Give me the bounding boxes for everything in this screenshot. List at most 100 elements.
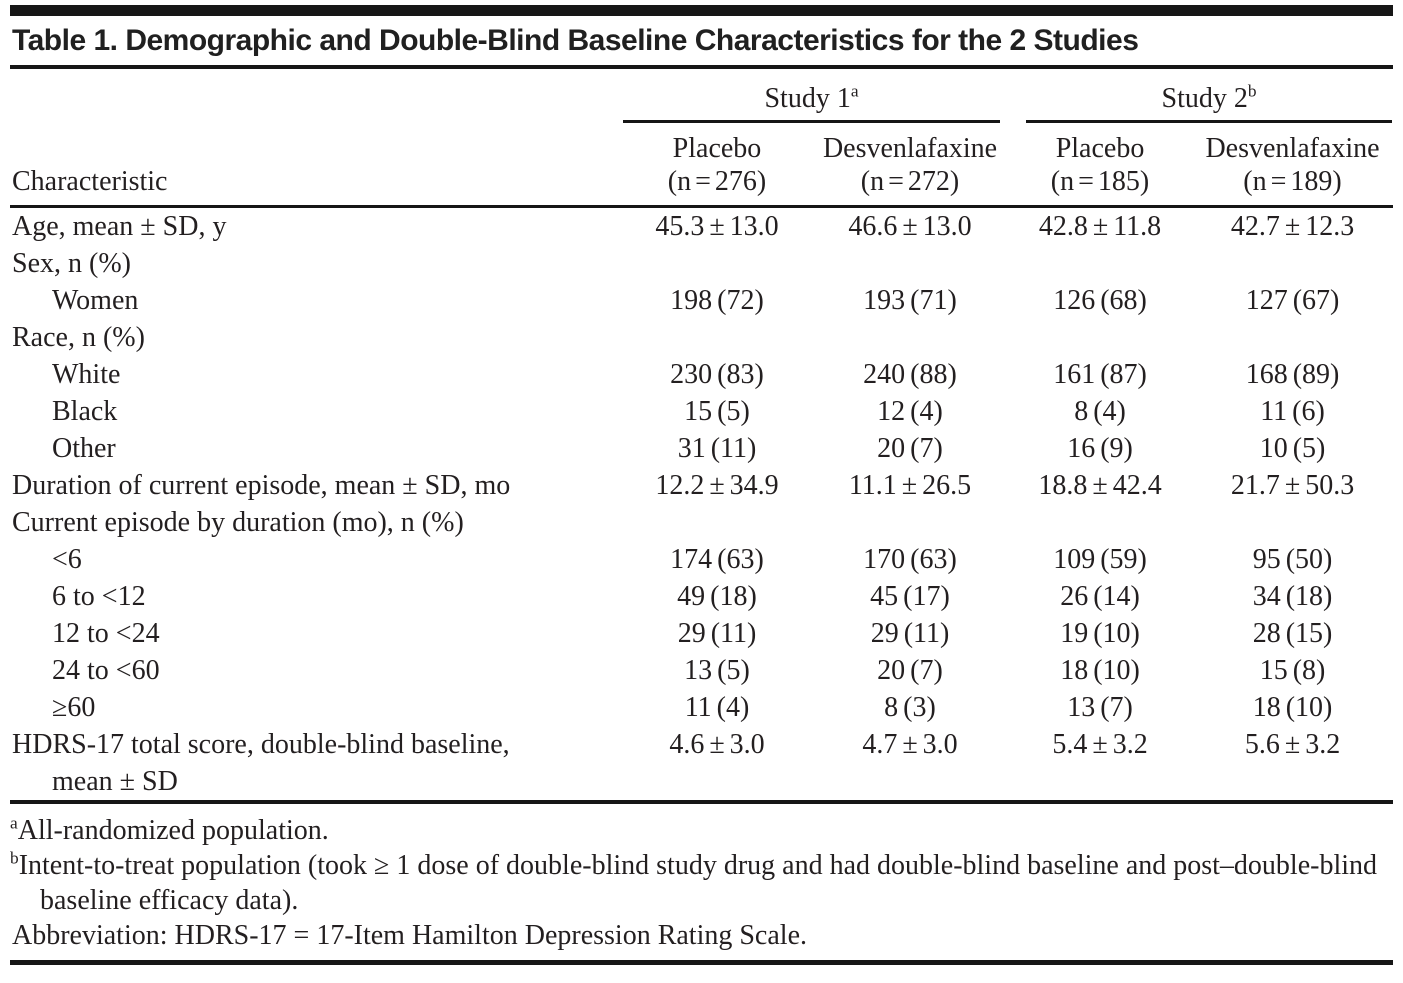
table-row: <6 174 (63) 170 (63) 109 (59) 95 (50) bbox=[10, 541, 1393, 578]
cell-value: 230 (83) bbox=[670, 359, 764, 390]
cell-value: 18.8 ± 42.4 bbox=[1038, 470, 1162, 501]
cell-value: 28 (15) bbox=[1252, 618, 1333, 649]
column-drug-name: Placebo bbox=[1055, 133, 1145, 164]
table-row: Black 15 (5) 12 (4) 8 (4) 11 (6) bbox=[10, 393, 1393, 430]
row-label-cell: Current episode by duration (mo), n (%) bbox=[10, 504, 622, 541]
column-sample-size: (n = 276) bbox=[667, 166, 767, 197]
cell-value bbox=[812, 319, 1008, 356]
row-label: 12 to <24 bbox=[52, 618, 160, 649]
cell-value: 240 (88) bbox=[863, 359, 957, 390]
cell-value: 42.8 ± 11.8 bbox=[1038, 211, 1162, 242]
row-label: Women bbox=[52, 285, 139, 316]
row-label-cell: Age, mean ± SD, y bbox=[10, 207, 622, 246]
cell-value: 127 (67) bbox=[1245, 285, 1340, 316]
cell-value bbox=[1008, 504, 1192, 541]
cell-value: 168 (89) bbox=[1245, 359, 1340, 390]
cell-value: 5.6 ± 3.2 bbox=[1244, 729, 1341, 760]
row-label: ≥60 bbox=[52, 692, 96, 723]
cell-value: 18 (10) bbox=[1252, 692, 1333, 723]
study-2-label: Study 2 bbox=[1161, 83, 1248, 114]
table-title: Table 1. Demographic and Double-Blind Ba… bbox=[12, 24, 1139, 57]
top-rule bbox=[10, 5, 1393, 16]
study-1-footnote-marker: a bbox=[850, 81, 859, 101]
row-label-cell: 12 to <24 bbox=[10, 615, 622, 652]
group-header-spacer bbox=[10, 73, 622, 124]
footnote-a-marker: a bbox=[10, 813, 18, 833]
cell-value: 45 (17) bbox=[870, 581, 950, 612]
table-row: HDRS-17 total score, double-blind baseli… bbox=[10, 726, 1393, 802]
study-2-footnote-marker: b bbox=[1247, 81, 1257, 101]
row-label: Age, mean ± SD, y bbox=[12, 211, 227, 242]
row-label-cell: HDRS-17 total score, double-blind baseli… bbox=[10, 726, 622, 802]
table-body: Age, mean ± SD, y 45.3 ± 13.0 46.6 ± 13.… bbox=[10, 207, 1393, 803]
cell-value: 12.2 ± 34.9 bbox=[655, 470, 779, 501]
title-rule bbox=[10, 65, 1393, 69]
cell-value: 18 (10) bbox=[1060, 655, 1140, 686]
row-label: Race, n (%) bbox=[12, 322, 145, 353]
cell-value: 11 (4) bbox=[684, 692, 750, 723]
study-1-group-header: Study 1a bbox=[622, 73, 1008, 124]
table-row: White 230 (83) 240 (88) 161 (87) 168 (89… bbox=[10, 356, 1393, 393]
row-label: 24 to <60 bbox=[52, 655, 160, 686]
column-sample-size: (n = 189) bbox=[1243, 166, 1342, 197]
row-label-cell: <6 bbox=[10, 541, 622, 578]
table-row: Race, n (%) bbox=[10, 319, 1393, 356]
row-label-continuation: mean ± SD bbox=[52, 766, 178, 797]
cell-value: 29 (11) bbox=[677, 618, 757, 649]
cell-value: 161 (87) bbox=[1053, 359, 1147, 390]
cell-value: 49 (18) bbox=[677, 581, 757, 612]
cell-value: 4.6 ± 3.0 bbox=[669, 729, 765, 760]
cell-value: 11 (6) bbox=[1260, 396, 1325, 427]
baseline-characteristics-table: Study 1a Study 2b Characteristic Placebo… bbox=[10, 73, 1394, 804]
column-header-row: Characteristic Placebo (n = 276) Desvenl… bbox=[10, 124, 1394, 208]
cell-value: 31 (11) bbox=[677, 433, 757, 464]
cell-value: 46.6 ± 13.0 bbox=[848, 211, 972, 242]
row-label-cell: 24 to <60 bbox=[10, 652, 622, 689]
cell-value: 29 (11) bbox=[870, 618, 950, 649]
table-row: Current episode by duration (mo), n (%) bbox=[10, 504, 1393, 541]
cell-value: 16 (9) bbox=[1067, 433, 1133, 464]
row-label: Black bbox=[52, 396, 118, 427]
table-row: ≥60 11 (4) 8 (3) 13 (7) 18 (10) bbox=[10, 689, 1393, 726]
cell-value: 8 (4) bbox=[1074, 396, 1126, 427]
cell-value: 10 (5) bbox=[1259, 433, 1326, 464]
row-label: 6 to <12 bbox=[52, 581, 146, 612]
row-label-cell: Duration of current episode, mean ± SD, … bbox=[10, 467, 622, 504]
cell-value: 42.7 ± 12.3 bbox=[1230, 211, 1355, 242]
column-header-study2-desvenlafaxine: Desvenlafaxine (n = 189) bbox=[1192, 124, 1394, 208]
row-label-cell: ≥60 bbox=[10, 689, 622, 726]
cell-value: 174 (63) bbox=[670, 544, 764, 575]
cell-value: 34 (18) bbox=[1252, 581, 1333, 612]
table-footnotes: aAll-randomized population. bIntent-to-t… bbox=[10, 813, 1393, 953]
table-row: Other 31 (11) 20 (7) 16 (9) 10 (5) bbox=[10, 430, 1393, 467]
cell-value: 95 (50) bbox=[1252, 544, 1333, 575]
row-label: HDRS-17 total score, double-blind baseli… bbox=[12, 729, 510, 760]
cell-value bbox=[812, 504, 1008, 541]
column-drug-name: Desvenlafaxine bbox=[822, 133, 998, 164]
column-header-study2-placebo: Placebo (n = 185) bbox=[1008, 124, 1193, 208]
row-label: White bbox=[52, 359, 121, 390]
column-header-study1-placebo: Placebo (n = 276) bbox=[622, 124, 812, 208]
footnote-a-text: All-randomized population. bbox=[17, 815, 329, 846]
cell-value bbox=[1192, 319, 1393, 356]
cell-value: 13 (5) bbox=[684, 655, 750, 686]
cell-value bbox=[1008, 319, 1192, 356]
table-row: 12 to <24 29 (11) 29 (11) 19 (10) 28 (15… bbox=[10, 615, 1393, 652]
column-header-study1-desvenlafaxine: Desvenlafaxine (n = 272) bbox=[812, 124, 1009, 208]
row-label-cell: Black bbox=[10, 393, 622, 430]
column-sample-size: (n = 185) bbox=[1050, 166, 1150, 197]
row-label-cell: 6 to <12 bbox=[10, 578, 622, 615]
cell-value bbox=[622, 504, 812, 541]
column-sample-size: (n = 272) bbox=[860, 166, 960, 197]
cell-value: 170 (63) bbox=[863, 544, 957, 575]
paper-table-figure: Table 1. Demographic and Double-Blind Ba… bbox=[0, 5, 1403, 965]
row-label-cell: Other bbox=[10, 430, 622, 467]
footnote-b-text: Intent-to-treat population (took ≥ 1 dos… bbox=[18, 850, 1378, 916]
column-drug-name: Placebo bbox=[672, 133, 762, 164]
footnote-a: aAll-randomized population. bbox=[10, 813, 1393, 848]
table-row: Age, mean ± SD, y 45.3 ± 13.0 46.6 ± 13.… bbox=[10, 207, 1393, 246]
column-drug-name: Desvenlafaxine bbox=[1205, 133, 1380, 164]
cell-value: 8 (3) bbox=[884, 692, 936, 723]
cell-value: 198 (72) bbox=[670, 285, 764, 316]
cell-value bbox=[812, 245, 1008, 282]
